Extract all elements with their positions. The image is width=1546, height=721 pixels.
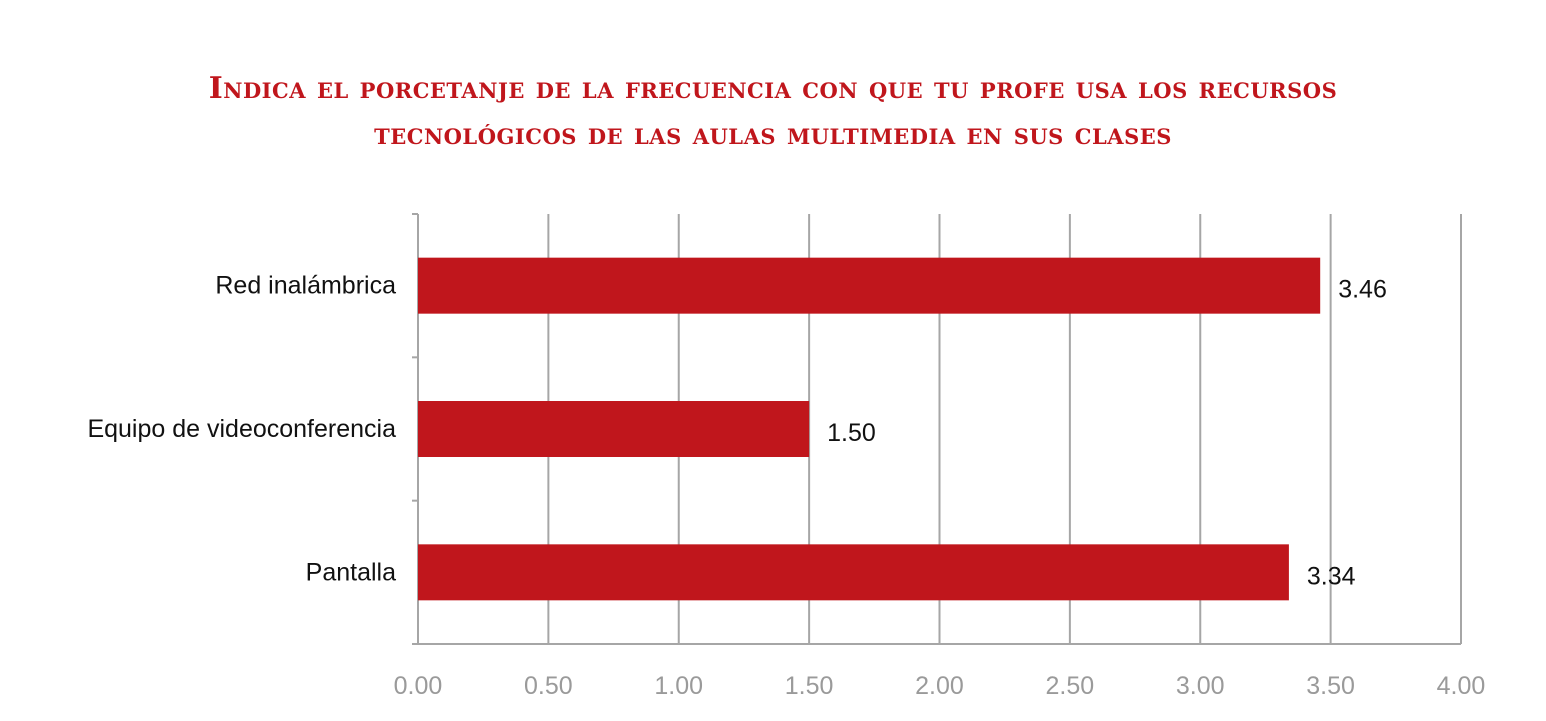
data-label: 3.34 bbox=[1307, 562, 1356, 590]
x-tick-label: 1.00 bbox=[654, 672, 703, 700]
category-label: Pantalla bbox=[306, 558, 396, 586]
bar bbox=[418, 401, 810, 457]
chart-title-line-1: Indica el porcetanje de la frecuencia co… bbox=[208, 71, 1338, 106]
x-tick-label: 1.50 bbox=[785, 672, 834, 700]
x-tick-label: 2.50 bbox=[1046, 672, 1095, 700]
x-tick-label: 3.50 bbox=[1306, 672, 1355, 700]
x-tick-label: 4.00 bbox=[1437, 672, 1486, 700]
category-label: Equipo de videoconferencia bbox=[87, 415, 396, 443]
x-tick-label: 2.00 bbox=[915, 672, 964, 700]
category-labels: Red inalámbrica Equipo de videoconferenci… bbox=[87, 272, 396, 587]
chart-title: Indica el porcetanje de la frecuencia co… bbox=[0, 66, 1546, 158]
x-tick-label: 0.50 bbox=[524, 672, 573, 700]
x-tick-labels: 0.00 0.50 1.00 1.50 2.00 2.50 3.00 3.50 4.00 bbox=[394, 672, 1486, 700]
x-tick-label: 3.00 bbox=[1176, 672, 1225, 700]
data-label: 3.46 bbox=[1338, 276, 1387, 304]
value-labels: 3.46 1.50 3.34 bbox=[827, 276, 1387, 591]
chart-title-line-2: tecnológicos de las aulas multimedia en … bbox=[374, 117, 1172, 152]
bar bbox=[418, 257, 1321, 314]
data-label: 1.50 bbox=[827, 419, 876, 447]
category-label: Red inalámbrica bbox=[215, 272, 396, 300]
bar bbox=[418, 544, 1289, 601]
bars bbox=[418, 257, 1321, 601]
x-tick-label: 0.00 bbox=[394, 672, 443, 700]
